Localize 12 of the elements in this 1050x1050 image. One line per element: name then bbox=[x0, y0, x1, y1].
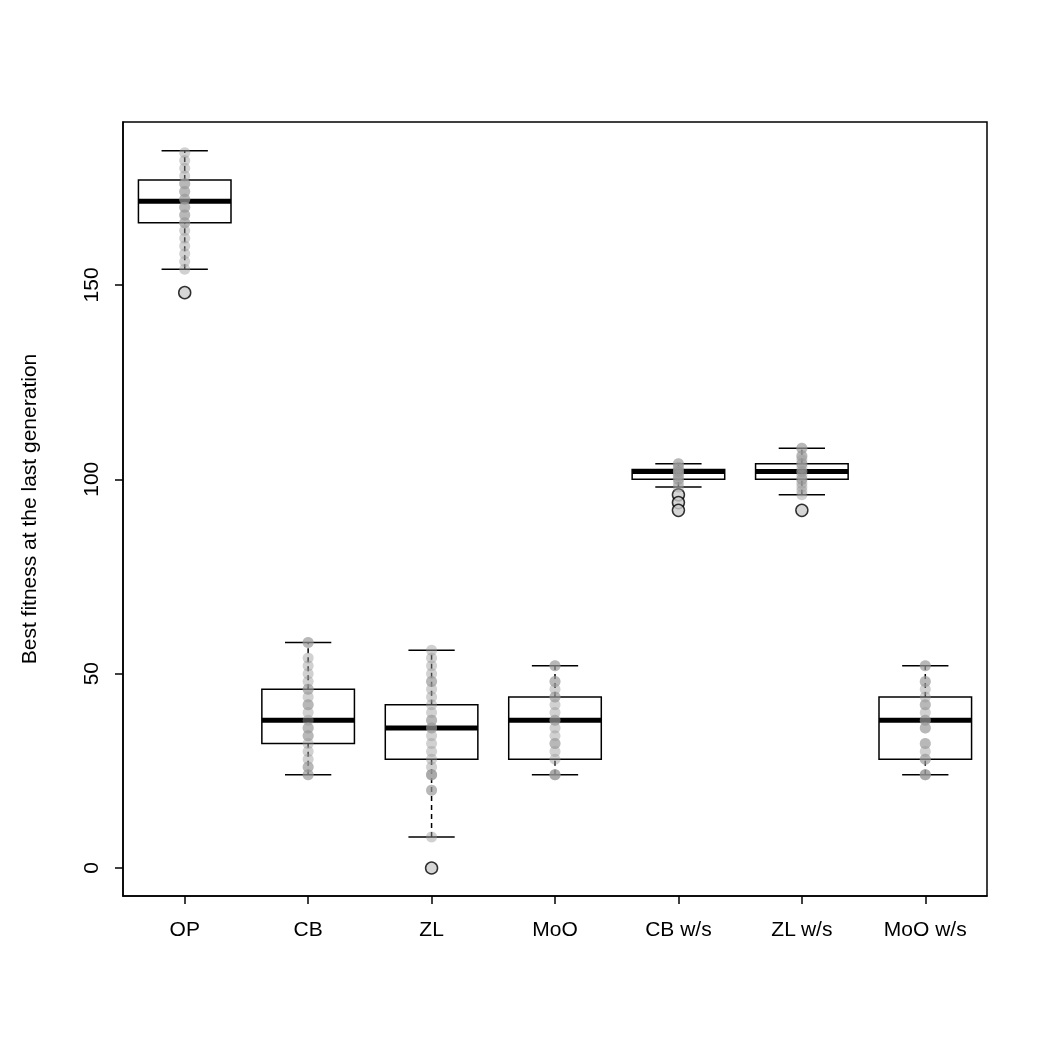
x-tick-label: ZL bbox=[419, 917, 444, 940]
x-tick-label: MoO bbox=[532, 917, 578, 940]
x-tick-label: CB bbox=[293, 917, 323, 940]
y-tick-label: 150 bbox=[79, 267, 102, 303]
x-tick-label: MoO w/s bbox=[883, 917, 967, 940]
x-tick-label: OP bbox=[169, 917, 200, 940]
y-tick-label: 100 bbox=[79, 461, 102, 497]
x-tick-label: CB w/s bbox=[645, 917, 712, 940]
y-tick-label: 50 bbox=[79, 661, 102, 686]
y-tick-label: 0 bbox=[79, 862, 102, 874]
x-tick-label: ZL w/s bbox=[771, 917, 833, 940]
y-axis-title: Best fitness at the last generation bbox=[17, 353, 40, 665]
